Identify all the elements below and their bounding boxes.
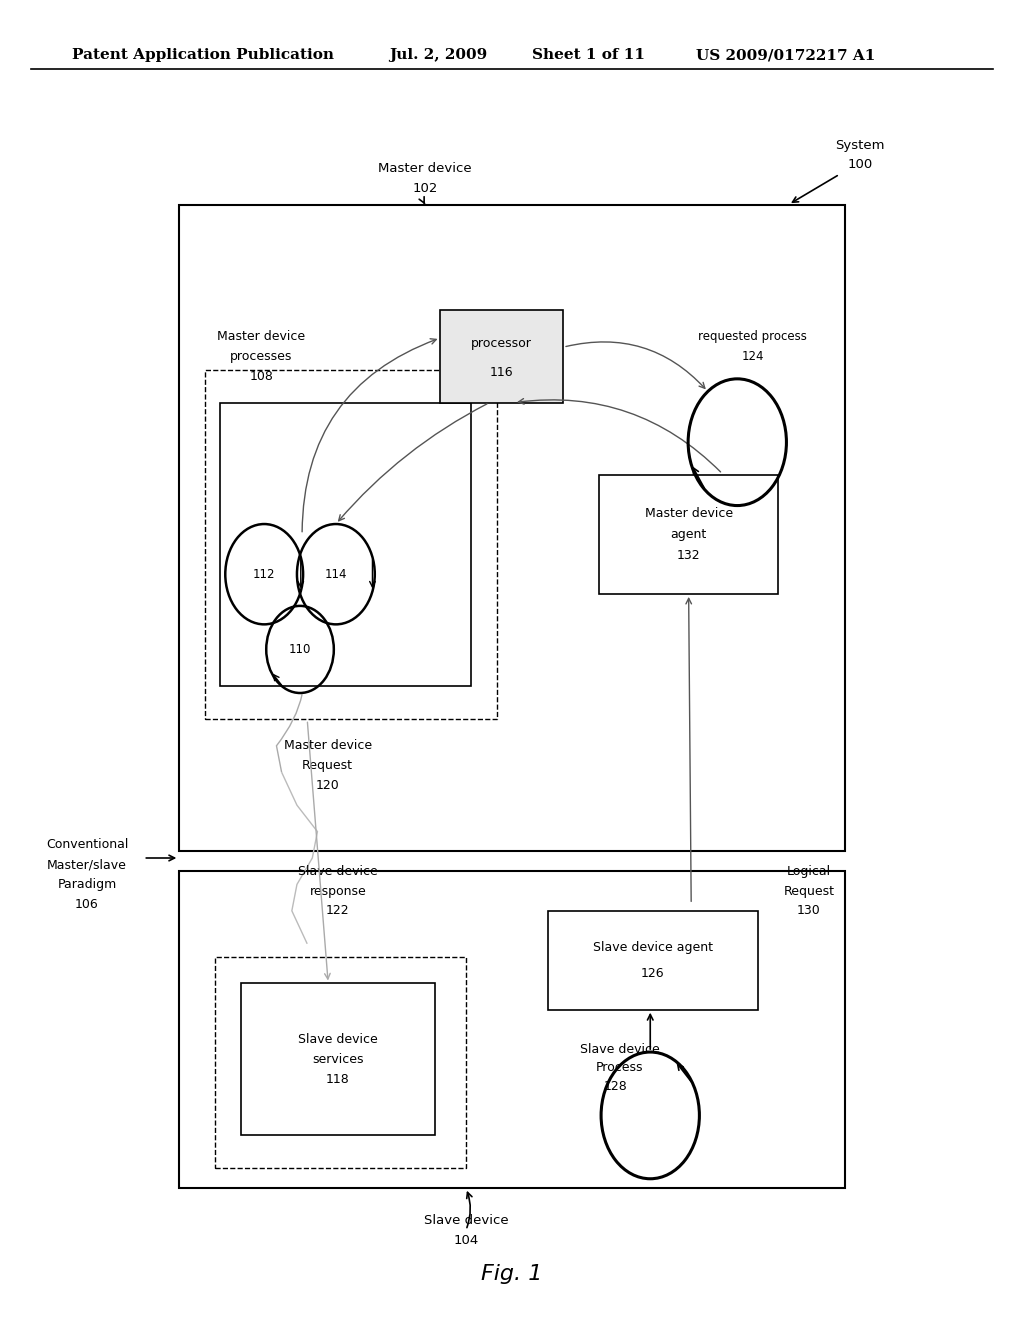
Text: 106: 106 [75, 898, 99, 911]
Text: 112: 112 [253, 568, 275, 581]
Text: 128: 128 [604, 1080, 628, 1093]
Text: requested process: requested process [698, 330, 807, 343]
Text: 122: 122 [326, 904, 350, 917]
Text: Master device: Master device [378, 162, 472, 176]
Text: Master device: Master device [284, 739, 372, 752]
Text: 126: 126 [641, 968, 665, 979]
Text: Master device: Master device [217, 330, 305, 343]
Text: 116: 116 [489, 366, 514, 379]
Bar [548, 911, 758, 1010]
Text: agent: agent [671, 528, 707, 541]
Text: Patent Application Publication: Patent Application Publication [72, 49, 334, 62]
Bar [241, 983, 435, 1135]
Text: Logical: Logical [786, 865, 831, 878]
Text: processes: processes [230, 350, 292, 363]
Text: Paradigm: Paradigm [57, 878, 117, 891]
Text: Master device: Master device [644, 507, 733, 520]
Text: 118: 118 [326, 1073, 350, 1085]
Bar [440, 310, 563, 403]
Text: Conventional: Conventional [46, 838, 128, 851]
Bar [599, 475, 778, 594]
Text: Request: Request [783, 884, 835, 898]
Bar [215, 957, 466, 1168]
Text: 120: 120 [315, 779, 340, 792]
Text: services: services [312, 1053, 364, 1065]
Bar [205, 370, 497, 719]
Text: 132: 132 [677, 549, 700, 562]
Text: 108: 108 [249, 370, 273, 383]
Text: Slave device: Slave device [580, 1043, 659, 1056]
Text: response: response [309, 884, 367, 898]
Text: Slave device: Slave device [424, 1214, 508, 1228]
Text: 110: 110 [289, 643, 311, 656]
Text: 124: 124 [741, 350, 764, 363]
Text: Slave device: Slave device [298, 865, 378, 878]
Text: Master/slave: Master/slave [47, 858, 127, 871]
Text: Sheet 1 of 11: Sheet 1 of 11 [532, 49, 645, 62]
Text: Jul. 2, 2009: Jul. 2, 2009 [389, 49, 487, 62]
Text: 100: 100 [848, 158, 872, 172]
Text: 114: 114 [325, 568, 347, 581]
Bar [220, 403, 471, 686]
Bar [179, 871, 845, 1188]
Text: processor: processor [471, 337, 532, 350]
Text: Slave device: Slave device [298, 1034, 378, 1045]
Text: Process: Process [596, 1061, 643, 1074]
Bar [179, 205, 845, 851]
Text: System: System [836, 139, 885, 152]
Text: 102: 102 [413, 182, 437, 195]
Text: Slave device agent: Slave device agent [593, 941, 713, 953]
Text: Fig. 1: Fig. 1 [481, 1263, 543, 1284]
Text: US 2009/0172217 A1: US 2009/0172217 A1 [696, 49, 876, 62]
Text: 104: 104 [454, 1234, 478, 1247]
Text: Request: Request [302, 759, 353, 772]
Text: 130: 130 [797, 904, 821, 917]
